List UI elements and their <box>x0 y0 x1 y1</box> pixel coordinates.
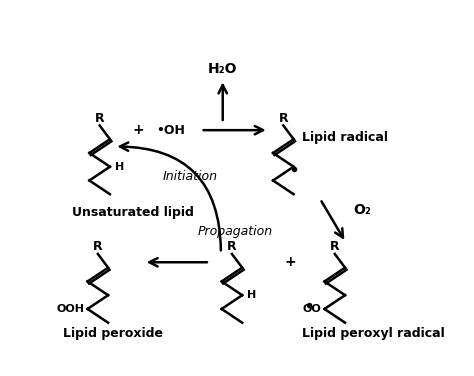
Text: Lipid radical: Lipid radical <box>301 131 388 144</box>
Text: OOH: OOH <box>56 304 84 314</box>
Text: OO: OO <box>303 304 321 314</box>
Text: R: R <box>227 240 237 253</box>
Text: Unsaturated lipid: Unsaturated lipid <box>72 206 194 219</box>
Text: Lipid peroxyl radical: Lipid peroxyl radical <box>301 327 445 340</box>
Text: R: R <box>330 240 339 253</box>
Text: •OH: •OH <box>156 124 185 136</box>
Text: H: H <box>115 162 124 172</box>
Text: Initiation: Initiation <box>162 170 217 183</box>
Text: R: R <box>95 112 104 125</box>
Text: R: R <box>93 240 103 253</box>
Text: R: R <box>279 112 288 125</box>
Text: Propagation: Propagation <box>198 225 273 238</box>
Text: H: H <box>247 290 256 300</box>
Text: +: + <box>285 255 297 269</box>
Text: Lipid peroxide: Lipid peroxide <box>63 327 163 340</box>
Text: +: + <box>132 123 144 137</box>
Text: O₂: O₂ <box>353 203 371 217</box>
Text: H₂O: H₂O <box>208 62 237 76</box>
